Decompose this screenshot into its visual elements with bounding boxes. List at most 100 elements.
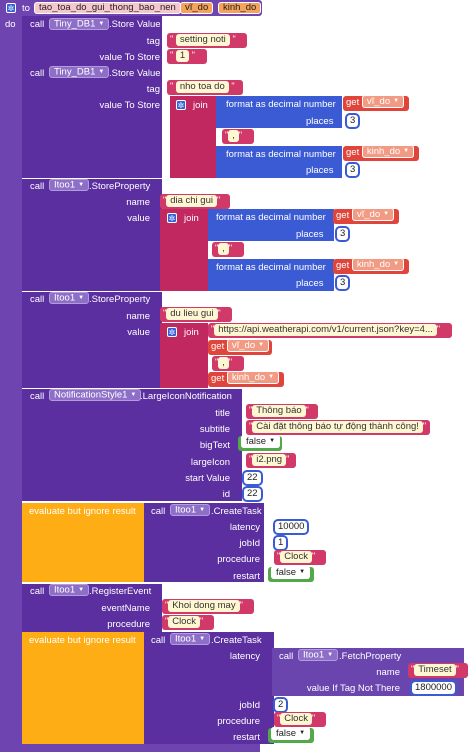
number-value[interactable]: 22 xyxy=(242,470,263,486)
number-value[interactable]: 3 xyxy=(344,162,361,178)
tinydb-store-block-2[interactable] xyxy=(22,66,162,178)
text-block[interactable]: " Thông báo " xyxy=(246,404,318,419)
component-dropdown[interactable]: NotificationStyle1 ▼ xyxy=(49,389,142,401)
component-dropdown[interactable]: Itoo1 ▼ xyxy=(298,649,339,661)
number-value[interactable]: 3 xyxy=(344,113,361,129)
text-block[interactable]: ", " xyxy=(212,242,244,257)
text-block[interactable]: " Clock " xyxy=(274,550,326,565)
join-gear-icon[interactable]: ✲ xyxy=(176,100,186,110)
text-block[interactable]: " Clock " xyxy=(274,712,326,727)
text-value[interactable]: 1 xyxy=(175,50,190,62)
number-value[interactable]: 3 xyxy=(334,275,351,291)
component-dropdown[interactable]: Tiny_DB1 ▼ xyxy=(49,18,110,30)
boolean-block[interactable]: false ▼ xyxy=(238,435,282,451)
format-decimal-block[interactable] xyxy=(208,209,334,241)
get-variable-block[interactable]: get kinh_do ▼ xyxy=(333,258,409,274)
call-label: call xyxy=(30,68,45,79)
text-block[interactable]: " https://api.weatherapi.com/v1/current.j… xyxy=(208,323,452,338)
format-decimal-block[interactable] xyxy=(216,146,342,178)
name-label: name xyxy=(376,667,400,678)
itoo-storeproperty-block-2[interactable] xyxy=(22,292,162,388)
format-decimal-block[interactable] xyxy=(216,96,342,128)
evaluate-block-1[interactable] xyxy=(22,503,144,582)
procedure-label: procedure xyxy=(107,619,150,630)
get-variable-block[interactable]: get kinh_do ▼ xyxy=(208,371,284,387)
text-value[interactable]: Khoi dong may xyxy=(168,600,240,612)
boolean-block[interactable]: false ▼ xyxy=(268,566,314,582)
number-value[interactable]: 2 xyxy=(272,697,289,713)
join-label: join xyxy=(193,100,208,111)
text-value[interactable]: Clock xyxy=(168,616,200,628)
mutator-gear-icon[interactable]: ✲ xyxy=(6,3,16,13)
text-block[interactable]: " setting noti " xyxy=(167,33,247,48)
text-block[interactable]: " du lieu gui " xyxy=(160,307,232,322)
text-block[interactable]: " i2.png " xyxy=(246,453,296,468)
text-block[interactable]: " nho toa do " xyxy=(167,80,243,95)
evaluate-block-2[interactable] xyxy=(22,632,144,744)
text-value[interactable]: i2.png xyxy=(252,454,287,466)
text-value[interactable]: , xyxy=(218,357,229,369)
text-block[interactable]: " 1 " xyxy=(167,49,207,64)
createtask-block-2[interactable] xyxy=(144,632,274,744)
format-label: format as decimal number xyxy=(216,212,326,223)
do-label: do xyxy=(5,19,16,30)
registerevent-block[interactable] xyxy=(22,584,162,632)
subtitle-label: subtitle xyxy=(199,424,230,435)
itoo-storeproperty-block-1[interactable] xyxy=(22,179,162,291)
get-variable-block[interactable]: get vĩ_do ▼ xyxy=(208,339,272,355)
param-lat[interactable]: vĩ_do xyxy=(180,2,214,14)
join-gear-icon[interactable]: ✲ xyxy=(167,327,177,337)
get-variable-block[interactable]: get vĩ_do ▼ xyxy=(343,95,409,111)
text-block[interactable]: ", " xyxy=(212,356,244,371)
text-value[interactable]: Clock xyxy=(280,713,312,725)
text-block[interactable]: " Cài đặt thông báo tự động thành công! " xyxy=(246,420,430,435)
number-value[interactable]: 10000 xyxy=(272,519,310,535)
text-block[interactable]: " dia chi gui " xyxy=(160,194,230,209)
text-value[interactable]: , xyxy=(218,243,229,255)
procedure-name-field[interactable]: tao_toa_do_gui_thong_bao_nen xyxy=(34,2,181,14)
value-label: value To Store xyxy=(99,100,160,111)
text-block[interactable]: " Clock " xyxy=(162,615,214,630)
number-value[interactable]: 1800000 xyxy=(410,680,457,696)
component-dropdown[interactable]: Itoo1 ▼ xyxy=(49,179,90,191)
title-label: title xyxy=(215,408,230,419)
text-value[interactable]: du lieu gui xyxy=(166,308,218,320)
value-label: value xyxy=(127,327,150,338)
text-block[interactable]: " Khoi dong may " xyxy=(162,599,254,614)
fallback-value-label: value If Tag Not There xyxy=(306,683,400,694)
text-value[interactable]: dia chi gui xyxy=(166,195,217,207)
get-variable-block[interactable]: get kinh_do ▼ xyxy=(343,145,419,161)
jobid-label: jobId xyxy=(239,538,260,549)
to-label: to xyxy=(22,3,30,14)
text-value[interactable]: , xyxy=(228,130,239,142)
createtask-block-1[interactable] xyxy=(144,503,264,582)
component-dropdown[interactable]: Itoo1 ▼ xyxy=(49,292,90,304)
text-value[interactable]: setting noti xyxy=(175,34,230,46)
text-value[interactable]: Thông báo xyxy=(252,405,306,417)
notification-block[interactable] xyxy=(22,389,242,501)
text-value[interactable]: Timeset xyxy=(414,664,456,676)
text-value[interactable]: Clock xyxy=(280,551,312,563)
component-dropdown[interactable]: Itoo1 ▼ xyxy=(170,633,211,645)
procedure-label: procedure xyxy=(217,716,260,727)
text-value[interactable]: Cài đặt thông báo tự động thành công! xyxy=(252,421,423,433)
boolean-block[interactable]: false ▼ xyxy=(268,727,314,743)
join-label: join xyxy=(184,327,199,338)
text-block[interactable]: " Timeset " xyxy=(408,663,468,678)
number-value[interactable]: 22 xyxy=(242,486,263,502)
number-value[interactable]: 1 xyxy=(272,535,289,551)
param-lon[interactable]: kinh_do xyxy=(218,2,262,14)
join-gear-icon[interactable]: ✲ xyxy=(167,213,177,223)
component-dropdown[interactable]: Tiny_DB1 ▼ xyxy=(49,66,110,78)
text-value[interactable]: https://api.weatherapi.com/v1/current.js… xyxy=(214,324,437,336)
text-value[interactable]: nho toa do xyxy=(175,81,229,93)
format-label: format as decimal number xyxy=(226,99,336,110)
format-decimal-block[interactable] xyxy=(208,259,334,291)
get-variable-block[interactable]: get vĩ_do ▼ xyxy=(333,208,399,224)
text-block[interactable]: ", " xyxy=(222,129,254,144)
component-dropdown[interactable]: Itoo1 ▼ xyxy=(170,504,211,516)
procedure-block[interactable] xyxy=(0,0,22,752)
component-dropdown[interactable]: Itoo1 ▼ xyxy=(49,584,90,596)
number-value[interactable]: 3 xyxy=(334,226,351,242)
places-label: places xyxy=(306,116,334,127)
